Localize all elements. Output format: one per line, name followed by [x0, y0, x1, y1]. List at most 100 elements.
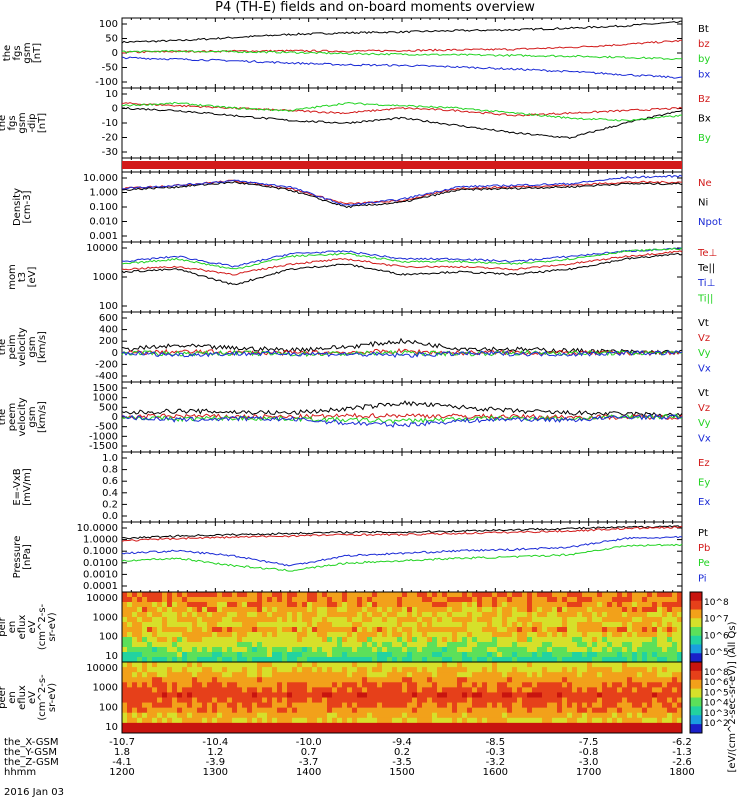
- spectrogram-cell: [677, 637, 683, 643]
- spectrogram-cell: [162, 667, 168, 673]
- spectrogram-cell: [272, 702, 278, 709]
- spectrogram-cell: [482, 642, 488, 648]
- series-line-Vx: [121, 350, 683, 359]
- spectrogram-cell: [187, 672, 193, 678]
- spectrogram-cell: [402, 677, 408, 683]
- spectrogram-cell: [502, 642, 508, 648]
- colorbar-cell: [690, 618, 702, 621]
- spectrogram-cell: [172, 627, 178, 633]
- spectrogram-cell: [352, 632, 358, 638]
- spectrogram-cell: [192, 652, 198, 658]
- spectrogram-cell: [477, 647, 483, 653]
- spectrogram-cell: [227, 707, 233, 714]
- spectrogram-cell: [307, 597, 313, 603]
- spectrogram-cell: [667, 597, 673, 603]
- spectrogram-cell: [157, 677, 163, 683]
- spectrogram-cell: [417, 642, 423, 648]
- spectrogram-cell: [437, 672, 443, 678]
- spectrogram-cell: [452, 647, 458, 653]
- spectrogram-cell: [632, 622, 638, 628]
- spectrogram-cell: [132, 672, 138, 678]
- spectrogram-cell: [532, 657, 538, 663]
- spectrogram-cell: [422, 597, 428, 603]
- spectrogram-cell: [492, 672, 498, 678]
- spectrogram-cell: [477, 642, 483, 648]
- spectrogram-cell: [162, 677, 168, 683]
- spectrogram-cell: [157, 602, 163, 608]
- spectrogram-cell: [597, 667, 603, 673]
- spectrogram-cell: [252, 697, 258, 704]
- spectrogram-cell: [462, 727, 468, 734]
- spectrogram-cell: [447, 727, 453, 734]
- spectrogram-cell: [367, 702, 373, 709]
- spectrogram-cell: [522, 607, 528, 613]
- spectrogram-cell: [652, 677, 658, 683]
- spectrogram-cell: [482, 592, 488, 598]
- spectrogram-cell: [197, 722, 203, 729]
- spectrogram-cell: [402, 667, 408, 673]
- spectrogram-cell: [417, 662, 423, 668]
- spectrogram-cell: [142, 727, 148, 734]
- spectrogram-cell: [147, 667, 153, 673]
- legend-Bz: Bz: [698, 94, 710, 105]
- spectrogram-cell: [137, 667, 143, 673]
- spectrogram-cell: [277, 717, 283, 724]
- spectrogram-cell: [372, 717, 378, 724]
- spectrogram-cell: [267, 727, 273, 734]
- spectrogram-cell: [322, 632, 328, 638]
- spectrogram-cell: [312, 612, 318, 618]
- spectrogram-cell: [567, 702, 573, 709]
- spectrogram-cell: [657, 607, 663, 613]
- spectrogram-cell: [387, 597, 393, 603]
- colorbar-label-text: [eV/(cm^2-sec-sr-eV)] (All Qs): [727, 621, 738, 772]
- spectrogram-cell: [212, 612, 218, 618]
- spectrogram-cell: [637, 697, 643, 704]
- colorbar-cell: [690, 663, 702, 667]
- spectrogram-cell: [347, 727, 353, 734]
- spectrogram-cell: [352, 712, 358, 719]
- spectrogram-cell: [137, 712, 143, 719]
- spectrogram-cell: [422, 727, 428, 734]
- y-tick-label: -20: [102, 133, 118, 144]
- spectrogram-cell: [342, 592, 348, 598]
- spectrogram-cell: [462, 717, 468, 724]
- spectrogram-cell: [457, 597, 463, 603]
- spectrogram-cell: [472, 592, 478, 598]
- spectrogram-cell: [212, 647, 218, 653]
- spectrogram-cell: [332, 692, 338, 698]
- spectrogram-cell: [272, 652, 278, 658]
- spectrogram-cell: [362, 707, 368, 714]
- spectrogram-cell: [657, 702, 663, 709]
- spectrogram-cell: [647, 627, 653, 633]
- spectrogram-cell: [302, 597, 308, 603]
- spectrogram-cell: [362, 637, 368, 643]
- spectrogram-cell: [492, 722, 498, 729]
- spectrogram-cell: [437, 697, 443, 704]
- spectrogram-cell: [392, 627, 398, 633]
- spectrogram-cell: [362, 682, 368, 688]
- legend-Vz: Vz: [698, 333, 710, 344]
- spectrogram-cell: [452, 667, 458, 673]
- y-tick-label: 0: [112, 348, 118, 359]
- spectrogram-cell: [602, 702, 608, 709]
- colorbar-cell: [690, 653, 702, 656]
- spectrogram-cell: [377, 612, 383, 618]
- spectrogram-cell: [342, 637, 348, 643]
- spectrogram-cell: [307, 672, 313, 678]
- spectrogram-cell: [572, 697, 578, 704]
- spectrogram-cell: [642, 682, 648, 688]
- spectrogram-cell: [627, 702, 633, 709]
- spectrogram-cell: [272, 607, 278, 613]
- spectrogram-cell: [432, 722, 438, 729]
- spectrogram-cell: [322, 687, 328, 693]
- spectrogram-cell: [377, 622, 383, 628]
- spectrogram-cell: [632, 677, 638, 683]
- spectrogram-cell: [237, 722, 243, 729]
- spectrogram-cell: [502, 652, 508, 658]
- spectrogram-cell: [577, 692, 583, 698]
- spectrogram-cell: [307, 697, 313, 704]
- spectrogram-cell: [222, 652, 228, 658]
- y-axis-label-line: [nT]: [32, 43, 43, 63]
- colorbar-tick-label: 10^3: [704, 709, 729, 719]
- spectrogram-cell: [647, 647, 653, 653]
